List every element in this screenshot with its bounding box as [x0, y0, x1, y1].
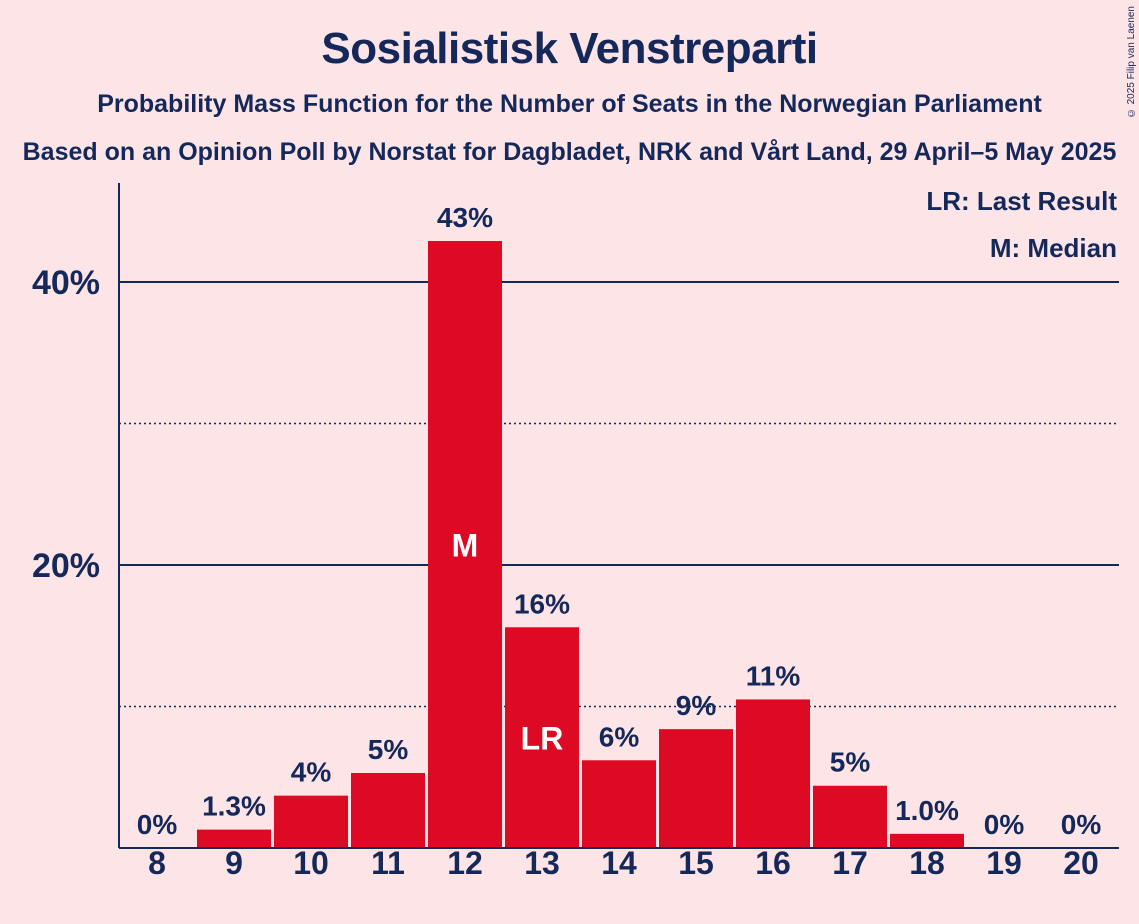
x-tick-label-20: 20	[1063, 845, 1099, 881]
legend-median: M: Median	[990, 233, 1117, 263]
median-marker: M	[452, 528, 479, 564]
grid-lines: 20% 40%	[32, 264, 1119, 708]
data-label-seat-13: 16%	[514, 588, 570, 619]
x-tick-label-11: 11	[371, 845, 405, 881]
data-label-seat-18: 1.0%	[895, 795, 959, 826]
x-tick-label-16: 16	[755, 845, 791, 881]
x-tick-label-14: 14	[601, 845, 637, 881]
data-label-seat-14: 6%	[599, 721, 640, 752]
x-tick-label-17: 17	[832, 845, 868, 881]
data-label-seat-8: 0%	[137, 809, 178, 840]
legend-last-result: LR: Last Result	[926, 186, 1117, 216]
y-tick-label-20: 20%	[32, 547, 100, 585]
bar-seat-17	[813, 785, 887, 848]
x-tick-label-19: 19	[986, 845, 1022, 881]
bar-seat-18	[890, 833, 964, 848]
x-tick-label-8: 8	[148, 845, 166, 881]
data-labels: 0% 8 1.3% 9 4% 10 5% 11 43% 12 M 16% 13 LR 6% 14 9% 15 11%…	[137, 202, 1102, 881]
bar-seat-12	[428, 241, 502, 849]
data-label-seat-12: 43%	[437, 202, 493, 233]
bar-seat-10	[274, 795, 348, 848]
x-tick-label-9: 9	[225, 845, 243, 881]
data-label-seat-19: 0%	[984, 809, 1025, 840]
y-tick-label-40: 40%	[32, 264, 100, 302]
x-tick-label-15: 15	[678, 845, 714, 881]
bars	[197, 241, 964, 849]
x-tick-label-13: 13	[524, 845, 560, 881]
axes	[118, 183, 1119, 849]
bar-seat-16	[736, 699, 810, 848]
data-label-seat-9: 1.3%	[202, 791, 266, 822]
bar-seat-9	[197, 829, 271, 848]
chart-subtitle: Probability Mass Function for the Number…	[97, 90, 1042, 118]
chart-source: Based on an Opinion Poll by Norstat for …	[22, 138, 1117, 166]
data-label-seat-16: 11%	[746, 660, 801, 691]
data-label-seat-20: 0%	[1061, 809, 1102, 840]
data-label-seat-11: 5%	[368, 734, 409, 765]
data-label-seat-17: 5%	[830, 747, 871, 778]
bar-seat-14	[582, 760, 656, 848]
bar-seat-15	[659, 729, 733, 848]
data-label-seat-15: 9%	[676, 690, 717, 721]
x-tick-label-10: 10	[293, 845, 329, 881]
x-tick-label-12: 12	[447, 845, 483, 881]
chart-title: Sosialistisk Venstreparti	[321, 24, 818, 73]
bar-seat-13	[505, 627, 579, 848]
x-tick-label-18: 18	[909, 845, 945, 881]
data-label-seat-10: 4%	[291, 757, 332, 788]
last-result-marker: LR	[521, 721, 564, 757]
bar-seat-11	[351, 773, 425, 848]
